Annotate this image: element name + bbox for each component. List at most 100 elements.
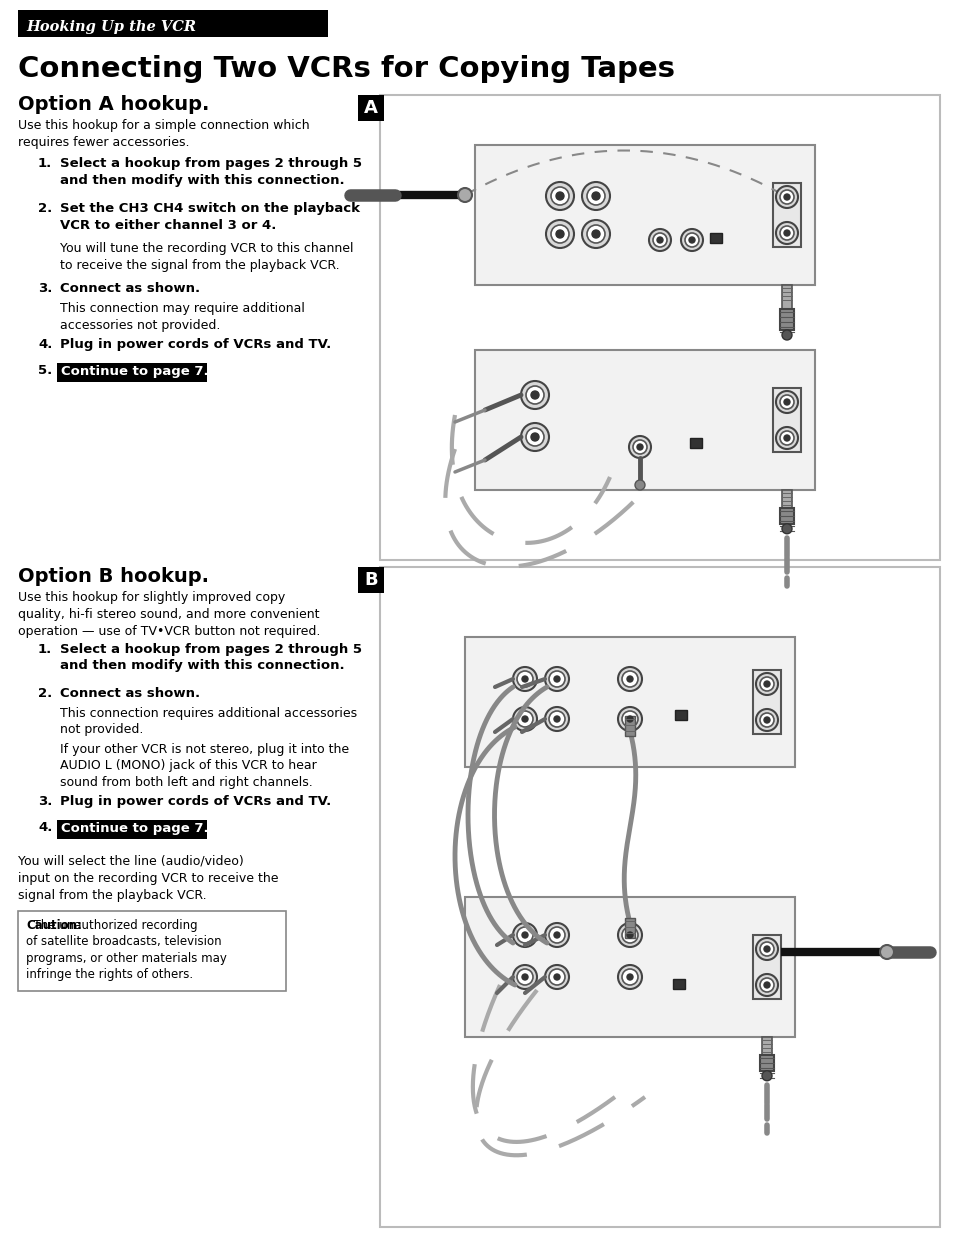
Text: A: A — [364, 99, 377, 117]
Circle shape — [554, 974, 559, 981]
Circle shape — [548, 969, 564, 986]
Circle shape — [775, 186, 797, 207]
Circle shape — [879, 945, 893, 960]
Bar — [464, 637, 794, 767]
Circle shape — [680, 228, 702, 251]
Text: Select a hookup from pages 2 through 5
and then modify with this connection.: Select a hookup from pages 2 through 5 a… — [60, 157, 361, 186]
Circle shape — [755, 939, 778, 960]
Circle shape — [763, 982, 769, 988]
Circle shape — [545, 220, 574, 248]
Text: Use this hookup for a simple connection which
requires fewer accessories.: Use this hookup for a simple connection … — [18, 119, 310, 149]
Circle shape — [760, 978, 773, 992]
Text: This connection may require additional
accessories not provided.: This connection may require additional a… — [60, 303, 305, 331]
Bar — [672, 979, 684, 989]
Circle shape — [755, 709, 778, 731]
Circle shape — [457, 188, 472, 203]
Text: 1.: 1. — [38, 643, 52, 656]
Circle shape — [780, 190, 793, 204]
Bar — [689, 438, 701, 448]
Circle shape — [657, 237, 662, 243]
Circle shape — [520, 382, 548, 409]
Circle shape — [626, 716, 633, 722]
Circle shape — [513, 706, 537, 731]
Circle shape — [621, 671, 638, 687]
Bar — [18, 10, 328, 37]
Text: Option A hookup.: Option A hookup. — [18, 95, 209, 114]
Circle shape — [621, 711, 638, 727]
Circle shape — [554, 932, 559, 939]
Text: Hooking Up the VCR: Hooking Up the VCR — [26, 20, 195, 35]
Circle shape — [525, 387, 543, 404]
Text: 3.: 3. — [38, 282, 52, 295]
Circle shape — [544, 923, 568, 947]
Text: You will tune the recording VCR to this channel
to receive the signal from the p: You will tune the recording VCR to this … — [60, 242, 354, 272]
Circle shape — [781, 330, 791, 340]
Bar — [781, 285, 791, 309]
Circle shape — [548, 671, 564, 687]
Bar — [780, 309, 793, 330]
Text: This connection requires additional accessories
not provided.: This connection requires additional acce… — [60, 706, 356, 736]
Circle shape — [513, 923, 537, 947]
Bar — [18, 911, 286, 990]
Circle shape — [531, 391, 538, 399]
Circle shape — [760, 677, 773, 692]
Circle shape — [760, 942, 773, 956]
Circle shape — [517, 969, 533, 986]
Text: 3.: 3. — [38, 795, 52, 808]
Bar — [760, 1055, 773, 1071]
Text: Connect as shown.: Connect as shown. — [60, 282, 200, 295]
Bar — [57, 820, 207, 839]
Circle shape — [586, 225, 604, 243]
Circle shape — [545, 182, 574, 210]
Bar — [780, 508, 793, 524]
Circle shape — [513, 667, 537, 692]
Circle shape — [761, 1071, 771, 1081]
Text: Continue to page 7.: Continue to page 7. — [61, 366, 209, 378]
Circle shape — [780, 395, 793, 409]
Bar — [709, 233, 721, 243]
Circle shape — [592, 230, 599, 238]
Bar — [761, 1037, 771, 1055]
Circle shape — [780, 431, 793, 445]
Bar — [624, 918, 635, 939]
Bar — [752, 935, 781, 999]
Circle shape — [628, 436, 650, 458]
Text: 2.: 2. — [38, 687, 52, 700]
Circle shape — [626, 676, 633, 682]
Circle shape — [618, 965, 641, 989]
Circle shape — [586, 186, 604, 205]
Bar — [772, 183, 801, 247]
Circle shape — [554, 716, 559, 722]
Text: Set the CH3 CH4 switch on the playback
VCR to either channel 3 or 4.: Set the CH3 CH4 switch on the playback V… — [60, 203, 359, 231]
Bar — [772, 388, 801, 452]
Circle shape — [521, 716, 527, 722]
Bar — [379, 95, 939, 559]
Bar — [752, 671, 781, 734]
Circle shape — [775, 391, 797, 412]
Text: You will select the line (audio/video)
input on the recording VCR to receive the: You will select the line (audio/video) i… — [18, 855, 278, 902]
Circle shape — [763, 718, 769, 722]
Circle shape — [626, 974, 633, 981]
Circle shape — [652, 233, 666, 247]
Text: 2.: 2. — [38, 203, 52, 215]
Text: Continue to page 7.: Continue to page 7. — [61, 823, 209, 835]
Text: Use this hookup for slightly improved copy
quality, hi-fi stereo sound, and more: Use this hookup for slightly improved co… — [18, 592, 320, 638]
Circle shape — [783, 399, 789, 405]
Text: Plug in power cords of VCRs and TV.: Plug in power cords of VCRs and TV. — [60, 795, 331, 808]
Circle shape — [556, 191, 563, 200]
Text: Connecting Two VCRs for Copying Tapes: Connecting Two VCRs for Copying Tapes — [18, 56, 675, 83]
Circle shape — [581, 220, 609, 248]
Circle shape — [551, 186, 568, 205]
Circle shape — [755, 974, 778, 995]
Circle shape — [775, 222, 797, 245]
Bar — [379, 567, 939, 1228]
Circle shape — [521, 974, 527, 981]
Circle shape — [618, 667, 641, 692]
Circle shape — [513, 965, 537, 989]
Bar — [57, 363, 207, 382]
Text: If your other VCR is not stereo, plug it into the
AUDIO L (MONO) jack of this VC: If your other VCR is not stereo, plug it… — [60, 743, 349, 789]
Text: The unauthorized recording
of satellite broadcasts, television
programs, or othe: The unauthorized recording of satellite … — [26, 919, 227, 982]
Circle shape — [633, 440, 646, 454]
Circle shape — [521, 676, 527, 682]
Text: Caution:: Caution: — [26, 919, 82, 932]
